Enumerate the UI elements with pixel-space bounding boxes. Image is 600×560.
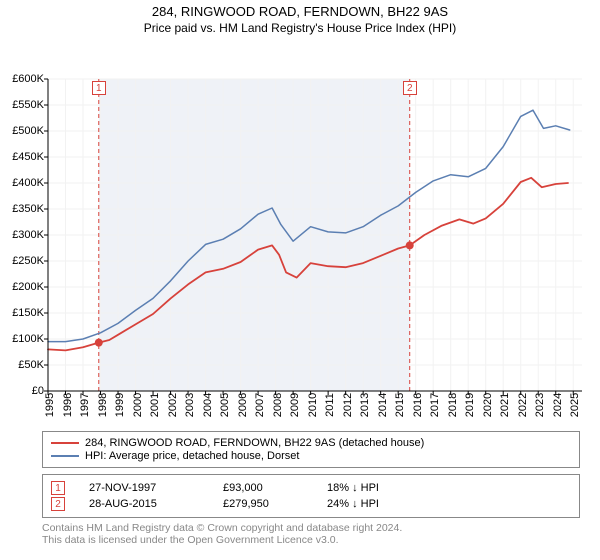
- transaction-diff: 24% ↓ HPI: [327, 498, 379, 510]
- title-sub: Price paid vs. HM Land Registry's House …: [0, 21, 600, 35]
- x-axis-label: 2008: [272, 393, 284, 417]
- transaction-diff: 18% ↓ HPI: [327, 482, 379, 494]
- x-axis-label: 2017: [429, 393, 441, 417]
- x-axis-label: 1999: [114, 393, 126, 417]
- price-chart: £0 £50K £100K £150K £200K £250K £300K £350K £400…: [0, 35, 600, 427]
- x-axis-label: 1996: [62, 393, 74, 417]
- x-axis-label: 2023: [534, 393, 546, 417]
- title-main: 284, RINGWOOD ROAD, FERNDOWN, BH22 9AS: [0, 4, 600, 19]
- y-axis-label: £150K: [12, 307, 44, 319]
- x-axis-label: 2000: [132, 393, 144, 417]
- x-axis-label: 2001: [149, 393, 161, 417]
- x-axis-label: 2024: [552, 393, 564, 417]
- event-marker: 1: [51, 481, 65, 495]
- legend-item: HPI: Average price, detached house, Dors…: [51, 450, 571, 462]
- x-axis-label: 2007: [254, 393, 266, 417]
- x-axis-label: 2009: [289, 393, 301, 417]
- y-axis-label: £250K: [12, 255, 44, 267]
- transaction-price: £93,000: [223, 482, 303, 494]
- y-axis-label: £500K: [12, 125, 44, 137]
- legend-label: 284, RINGWOOD ROAD, FERNDOWN, BH22 9AS (…: [85, 437, 424, 449]
- x-axis-label: 2021: [499, 393, 511, 417]
- legend-swatch: [51, 455, 79, 457]
- transaction-date: 27-NOV-1997: [89, 482, 199, 494]
- legend-swatch: [51, 442, 79, 444]
- x-axis-label: 2020: [482, 393, 494, 417]
- transaction-date: 28-AUG-2015: [89, 498, 199, 510]
- plot-svg: [48, 79, 582, 391]
- y-axis-label: £300K: [12, 229, 44, 241]
- transaction-price: £279,950: [223, 498, 303, 510]
- attribution-line-2: This data is licensed under the Open Gov…: [42, 534, 580, 546]
- x-axis-label: 1995: [44, 393, 56, 417]
- x-axis-label: 2019: [464, 393, 476, 417]
- attribution: Contains HM Land Registry data © Crown c…: [42, 522, 580, 546]
- event-marker: 1: [92, 81, 106, 95]
- x-axis-label: 2016: [412, 393, 424, 417]
- x-axis-label: 2013: [359, 393, 371, 417]
- x-axis-label: 2006: [237, 393, 249, 417]
- legend: 284, RINGWOOD ROAD, FERNDOWN, BH22 9AS (…: [42, 431, 580, 468]
- x-axis-label: 2011: [324, 393, 336, 417]
- x-axis-label: 2025: [569, 393, 581, 417]
- x-axis-label: 2003: [184, 393, 196, 417]
- transaction-row: 1 27-NOV-1997 £93,000 18% ↓ HPI: [51, 481, 571, 495]
- x-axis-label: 1998: [97, 393, 109, 417]
- x-axis-label: 2018: [447, 393, 459, 417]
- event-marker: 2: [51, 497, 65, 511]
- y-axis-label: £400K: [12, 177, 44, 189]
- y-axis-label: £200K: [12, 281, 44, 293]
- y-axis-label: £550K: [12, 99, 44, 111]
- x-axis-label: 2005: [219, 393, 231, 417]
- x-axis-label: 2010: [307, 393, 319, 417]
- x-axis-label: 2004: [202, 393, 214, 417]
- y-axis-label: £100K: [12, 333, 44, 345]
- y-axis-label: £600K: [12, 73, 44, 85]
- chart-titles: 284, RINGWOOD ROAD, FERNDOWN, BH22 9AS P…: [0, 0, 600, 35]
- transactions-table: 1 27-NOV-1997 £93,000 18% ↓ HPI 2 28-AUG-2015…: [42, 474, 580, 518]
- legend-item: 284, RINGWOOD ROAD, FERNDOWN, BH22 9AS (…: [51, 437, 571, 449]
- y-axis-label: £0: [32, 385, 44, 397]
- x-axis-label: 1997: [79, 393, 91, 417]
- y-axis-label: £50K: [18, 359, 44, 371]
- event-marker: 2: [403, 81, 417, 95]
- attribution-line-1: Contains HM Land Registry data © Crown c…: [42, 522, 580, 534]
- transaction-row: 2 28-AUG-2015 £279,950 24% ↓ HPI: [51, 497, 571, 511]
- x-axis-label: 2012: [342, 393, 354, 417]
- x-axis-label: 2002: [167, 393, 179, 417]
- x-axis-label: 2022: [517, 393, 529, 417]
- legend-label: HPI: Average price, detached house, Dors…: [85, 450, 299, 462]
- plot-area: £0£50K£100K£150K£200K£250K£300K£350K£400…: [48, 79, 582, 391]
- x-axis-label: 2014: [377, 393, 389, 417]
- y-axis-label: £450K: [12, 151, 44, 163]
- y-axis-label: £350K: [12, 203, 44, 215]
- x-axis-label: 2015: [394, 393, 406, 417]
